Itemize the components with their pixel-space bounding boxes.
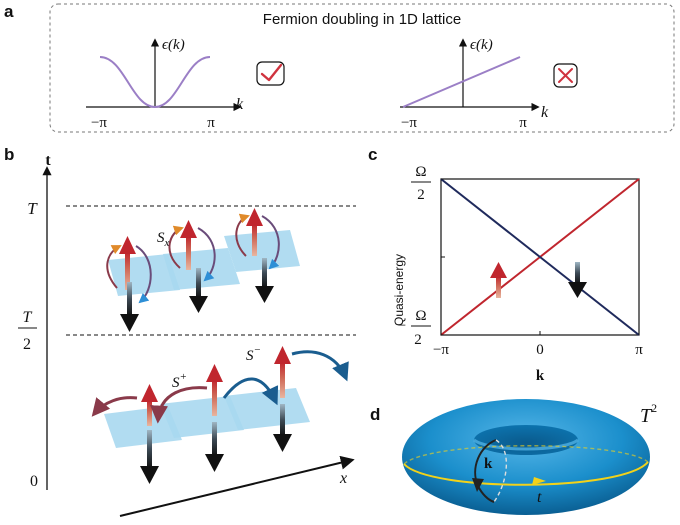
torus-body [402, 399, 650, 515]
d-t-label: t [537, 489, 542, 506]
c-x-tick-label: 0 [536, 342, 544, 358]
spin-down-arrow [205, 422, 224, 472]
d-t-arrow [532, 477, 546, 485]
spin-up-arrow [206, 364, 223, 416]
dispersion-lattice: ϵ(k) k −π π [86, 37, 244, 131]
c-y-tick-top: Ω 2 [411, 164, 431, 203]
spin-down-arrow [140, 430, 159, 484]
a-linear-band [402, 56, 521, 108]
panel-d: d T2 t k [370, 399, 657, 515]
b-sminus-hop [222, 377, 279, 406]
b-tick-half-den: 2 [23, 336, 31, 353]
d-k-label: k [484, 456, 493, 472]
panel-b-label: b [4, 145, 14, 164]
b-splus-hop [150, 386, 208, 424]
torus-inner-rim [473, 438, 579, 451]
b-x-label: x [339, 470, 347, 487]
b-x-axis [119, 455, 355, 517]
spin-down-arrow [568, 262, 587, 298]
a-right-tick-minus-pi: −π [401, 115, 417, 131]
spin-up-arrow [141, 384, 158, 426]
b-op-sx: Sx [157, 230, 170, 249]
a-left-x-label: k [236, 96, 244, 113]
b-sx-arc [261, 215, 280, 270]
d-t-loop [403, 461, 649, 486]
spin-up-arrow [180, 220, 197, 270]
spin-down-arrow [189, 268, 208, 313]
a-left-tick-minus-pi: −π [91, 115, 107, 131]
b-sminus-hop [291, 350, 349, 382]
c-series-line-1 [440, 178, 640, 336]
a-right-x-label: k [541, 104, 549, 121]
c-y-tick-bottom-num: Ω [415, 308, 426, 324]
b-tick-zero: 0 [30, 473, 38, 490]
c-y-tick-bottom: − Ω 2 [398, 308, 431, 348]
c-y-label: Quasi-energy [392, 254, 406, 326]
c-y-tick-top-num: Ω [415, 164, 426, 180]
spin-up-arrow [274, 346, 291, 398]
c-y-tick-bottom-minus: − [398, 318, 406, 334]
b-sx-arc [135, 245, 152, 304]
spin-up-arrow [490, 262, 507, 298]
b-sx-arc [197, 227, 216, 282]
b-tick-T: T [27, 199, 38, 218]
a-left-tick-pi: π [207, 115, 215, 131]
b-sx-arc [235, 213, 250, 257]
panel-d-label: d [370, 405, 380, 424]
panel-b: b t T T 2 0 x [4, 145, 356, 517]
panel-c-label: c [368, 145, 377, 164]
a-left-y-label: ϵ(k) [162, 37, 185, 53]
b-tick-half-num: T [23, 309, 33, 326]
quasi-energy-plot: −π 0 π [433, 178, 643, 358]
b-sx-arc [106, 245, 122, 289]
d-torus-label: T2 [640, 401, 657, 427]
b-upper-lattice [108, 230, 300, 296]
c-x-tick-label: −π [433, 342, 449, 358]
c-x-label: k [536, 368, 545, 384]
b-op-sminus: S− [246, 344, 261, 364]
d-k-loop-back [493, 439, 508, 503]
spin-up-arrow [246, 208, 263, 256]
c-y-tick-bottom-den: 2 [414, 332, 422, 348]
panel-a: a Fermion doubling in 1D lattice ϵ(k) k … [4, 2, 675, 133]
spin-up-arrow [119, 236, 136, 290]
b-sx-arc [168, 225, 184, 269]
a-cosine-band [99, 56, 211, 109]
dispersion-continuum: ϵ(k) k −π π [400, 37, 549, 131]
cross-mark-icon [553, 63, 578, 88]
b-splus-hop [91, 396, 138, 417]
panel-c: c Quasi-energy Ω 2 − Ω 2 −π 0 π k [368, 145, 643, 384]
spin-down-arrow [120, 282, 139, 332]
d-k-arrow [472, 478, 484, 492]
b-lower-spins [91, 346, 349, 484]
b-lower-lattice [104, 388, 310, 448]
b-time-axis-label: t [45, 152, 51, 169]
a-right-tick-pi: π [519, 115, 527, 131]
torus-surface [402, 399, 650, 515]
c-x-tick-label: π [635, 342, 643, 358]
b-upper-spins [106, 208, 280, 332]
spin-down-arrow [255, 258, 274, 303]
c-y-tick-top-den: 2 [417, 187, 425, 203]
spin-down-arrow [273, 404, 292, 452]
panel-a-title: Fermion doubling in 1D lattice [263, 11, 461, 28]
a-right-y-label: ϵ(k) [470, 37, 493, 53]
b-op-splus: S+ [172, 371, 187, 391]
panel-a-label: a [4, 2, 14, 21]
check-mark-icon [256, 61, 285, 86]
